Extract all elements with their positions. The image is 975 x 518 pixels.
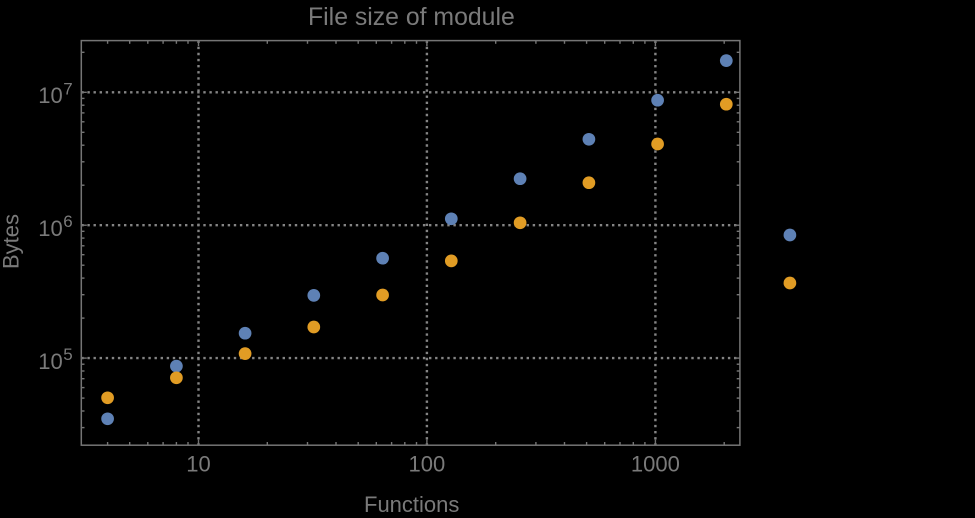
svg-text:100: 100 [409, 452, 446, 477]
svg-text:10: 10 [186, 452, 210, 477]
svg-text:Functions: Functions [364, 492, 459, 513]
svg-text:6: 6 [63, 212, 72, 231]
svg-text:File size of module: File size of module [308, 4, 515, 31]
svg-text:Bytes: Bytes [0, 214, 23, 269]
svg-text:5: 5 [63, 345, 72, 364]
svg-text:10: 10 [38, 83, 62, 108]
svg-text:1000: 1000 [631, 452, 680, 477]
svg-text:10: 10 [38, 216, 62, 241]
svg-text:7: 7 [63, 79, 72, 98]
svg-text:10: 10 [38, 349, 62, 374]
